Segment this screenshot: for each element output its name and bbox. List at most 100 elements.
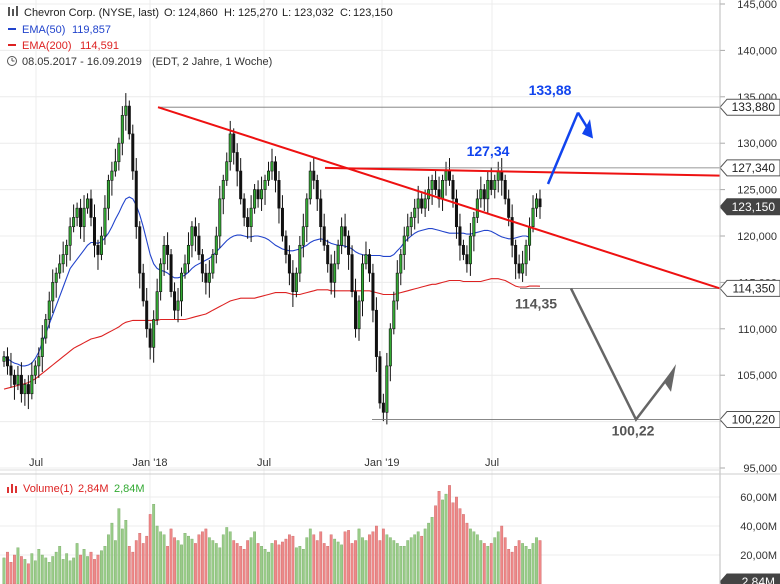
volume-bar (6, 551, 9, 584)
volume-bar (479, 540, 483, 584)
volume-bar (301, 549, 305, 584)
candle (134, 158, 138, 239)
volume-bar (378, 540, 382, 584)
volume-bar (65, 553, 69, 584)
volume-bar (44, 557, 48, 584)
candle (354, 278, 358, 338)
candle (152, 310, 156, 363)
volume-legend-label[interactable]: Volume(1) (23, 483, 73, 495)
candle (524, 239, 528, 276)
volume-bar (448, 485, 451, 584)
candle (173, 282, 177, 320)
volume-bar (20, 556, 23, 584)
candle (2, 351, 6, 367)
annotation-114: 114,35 (515, 295, 557, 311)
trendline-resistance (324, 166, 721, 177)
volume-bar (472, 531, 476, 584)
volume-bar (124, 520, 128, 584)
candle (26, 375, 30, 410)
volume-bar (385, 534, 389, 584)
legend-ema50-value: 119,857 (72, 24, 111, 36)
volume-bar (47, 562, 51, 584)
candle (287, 245, 291, 286)
volume-bar (308, 528, 312, 584)
candle (399, 248, 403, 286)
volume-bar (117, 508, 121, 584)
volume-bar (517, 540, 521, 584)
candle (127, 100, 131, 140)
volume-bar (30, 553, 34, 584)
candle (535, 193, 539, 217)
volume-bar (281, 541, 284, 584)
volume-bar (514, 546, 518, 584)
candle (61, 241, 65, 273)
legend-ema200-label[interactable]: EMA(200) (22, 40, 72, 52)
legend-ema50-label[interactable]: EMA(50) (22, 24, 65, 36)
volume-bar (270, 543, 274, 584)
volume-bar (375, 525, 378, 584)
candle (395, 260, 399, 310)
candle (68, 217, 72, 261)
volume-bar (288, 534, 291, 584)
volume-bar (402, 546, 406, 584)
scenario-down-arrowhead (664, 364, 676, 392)
candle (47, 291, 51, 329)
x-tick-label: Jul (485, 457, 499, 469)
scenario-down-arrow (569, 287, 673, 422)
volume-bar (23, 559, 27, 584)
volume-bar (166, 546, 169, 584)
volume-bar (197, 534, 201, 584)
candle (465, 245, 469, 273)
volume-bar (392, 540, 396, 584)
candle (347, 230, 351, 270)
volume-tick-label: 40,00M (740, 521, 777, 533)
candle (333, 250, 337, 298)
candle (277, 171, 281, 224)
candle (441, 174, 445, 211)
candle (350, 245, 354, 298)
candle (239, 158, 243, 205)
volume-bar (406, 540, 410, 584)
volume-bar (294, 547, 298, 584)
candle (326, 239, 330, 273)
volume-bar (256, 543, 260, 584)
candle (200, 248, 204, 282)
legend-instrument[interactable]: Chevron Corp. (NYSE, last) (24, 7, 159, 19)
candle (110, 161, 114, 196)
volume-bar (138, 533, 142, 584)
candle (193, 217, 197, 252)
legend-period: 08.05.2017 - 16.09.2019 (22, 56, 142, 68)
candle (131, 124, 135, 180)
candle (180, 267, 184, 317)
candle (482, 184, 486, 211)
volume-bar (2, 557, 6, 584)
volume-bar (437, 491, 441, 584)
candle (298, 236, 302, 282)
candle (381, 393, 385, 422)
volume-bar (482, 543, 486, 584)
candle (364, 241, 368, 270)
candle (420, 193, 424, 214)
volume-legend: Volume(1) 2,84M 2,84M (7, 483, 145, 495)
y-tick-label: 120,000 (737, 231, 777, 243)
volume-bar (225, 527, 229, 584)
volume-bar (100, 550, 103, 584)
candle (221, 174, 225, 215)
candle (468, 223, 472, 276)
candle (183, 254, 187, 279)
legend-low-label: L: (282, 7, 291, 19)
x-tick-label: Jul (29, 457, 43, 469)
candle (44, 313, 48, 344)
candle (329, 254, 333, 295)
volume-bar (357, 528, 361, 584)
candle (517, 254, 521, 279)
candle (75, 202, 79, 227)
volume-bar (218, 547, 222, 584)
legend-open-label: O: (164, 7, 176, 19)
candle (273, 156, 277, 193)
ema50-line (3, 196, 530, 367)
volume-bar (500, 525, 504, 584)
volume-bar (33, 560, 37, 584)
candle (538, 189, 542, 219)
